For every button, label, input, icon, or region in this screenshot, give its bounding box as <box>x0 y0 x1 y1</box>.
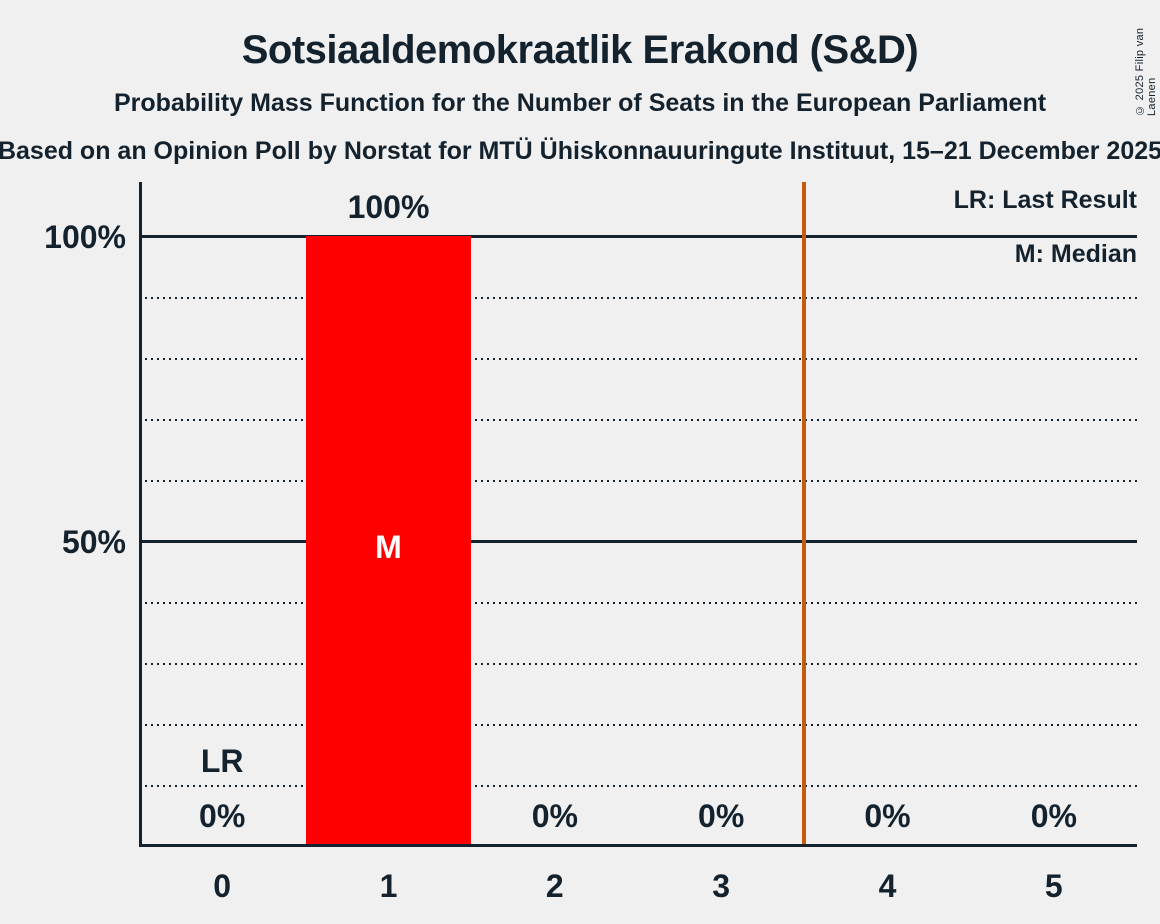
copyright-notice: © 2025 Filip van Laenen <box>1134 27 1158 116</box>
chart-title: Sotsiaaldemokraatlik Erakond (S&D) <box>241 28 919 72</box>
bar-seat-1 <box>306 236 471 844</box>
y-axis-line <box>139 182 142 847</box>
plot-area: 0% 100% 0% 0% 0% 0% LR M <box>139 182 1137 847</box>
majority-threshold-line <box>802 182 806 847</box>
y-axis-label-50: 50% <box>61 524 126 560</box>
chart-subtitle: Probability Mass Function for the Number… <box>113 89 1047 117</box>
x-axis-line <box>139 844 1137 847</box>
gridline-100 <box>139 235 1137 238</box>
x-tick-2: 2 <box>545 868 564 904</box>
bar-cell-seat-2 <box>472 236 638 844</box>
legend-last-result: LR: Last Result <box>953 186 1137 214</box>
gridline-70 <box>139 419 1137 421</box>
median-marker: M <box>375 529 402 565</box>
bar-cell-seat-1 <box>305 236 471 844</box>
bar-cell-seat-5 <box>971 236 1137 844</box>
y-axis-label-100: 100% <box>44 219 126 255</box>
value-label-seat-0: 0% <box>199 798 246 834</box>
value-label-seat-5: 0% <box>1030 798 1077 834</box>
bar-cell-seat-4 <box>804 236 970 844</box>
bar-cell-seat-3 <box>638 236 804 844</box>
last-result-marker: LR <box>200 743 244 779</box>
legend-median: M: Median <box>1014 240 1137 268</box>
gridline-60 <box>139 480 1137 482</box>
gridline-10 <box>139 785 1137 787</box>
gridline-50 <box>139 540 1137 543</box>
bars-layer <box>139 236 1137 844</box>
x-tick-0: 0 <box>213 868 232 904</box>
x-tick-3: 3 <box>712 868 731 904</box>
value-label-seat-2: 0% <box>531 798 578 834</box>
gridline-30 <box>139 663 1137 665</box>
x-tick-4: 4 <box>878 868 897 904</box>
value-label-seat-3: 0% <box>698 798 745 834</box>
x-axis-tick-labels: 0 1 2 3 4 5 <box>139 869 1137 903</box>
gridline-80 <box>139 358 1137 360</box>
value-label-seat-1: 100% <box>347 189 430 225</box>
gridline-40 <box>139 602 1137 604</box>
x-tick-1: 1 <box>379 868 398 904</box>
x-tick-5: 5 <box>1044 868 1063 904</box>
gridline-90 <box>139 297 1137 299</box>
chart-source-line: Based on an Opinion Poll by Norstat for … <box>0 137 1160 165</box>
gridline-20 <box>139 724 1137 726</box>
value-label-seat-4: 0% <box>864 798 911 834</box>
